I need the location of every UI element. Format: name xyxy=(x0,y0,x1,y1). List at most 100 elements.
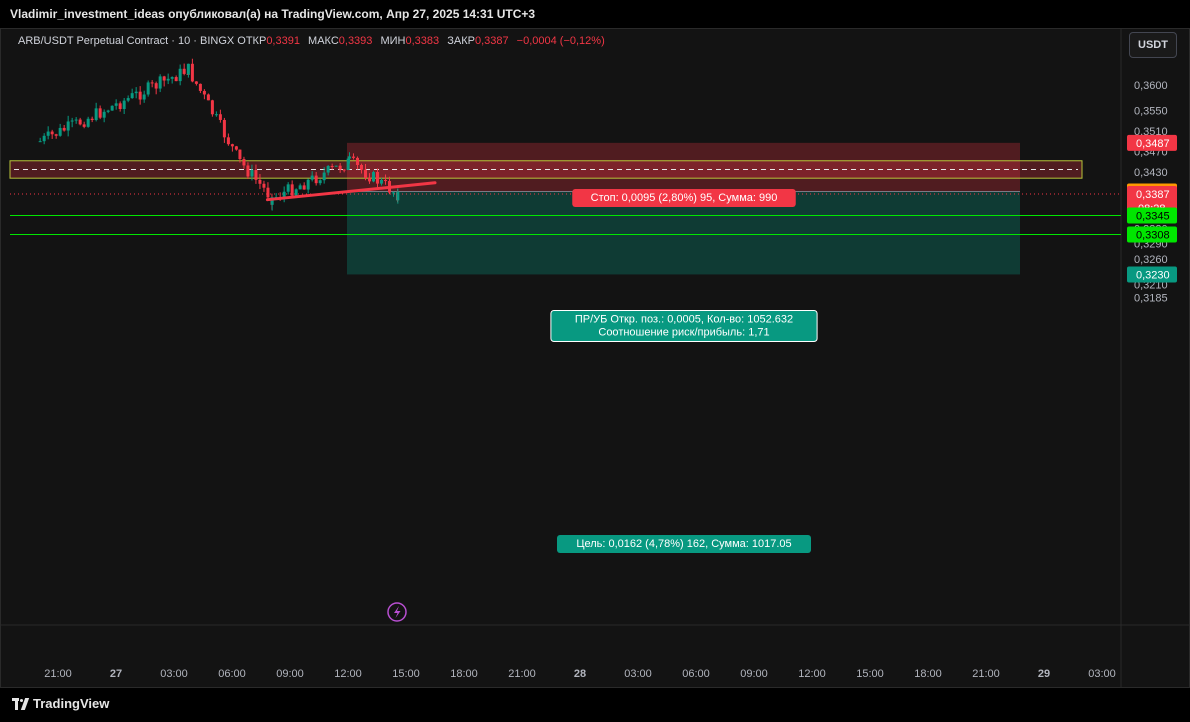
x-tick-label: 12:00 xyxy=(798,668,826,680)
candle-body xyxy=(242,159,246,166)
open-value: 0,3391 xyxy=(266,35,300,47)
x-tick-label: 09:00 xyxy=(276,668,304,680)
position-info-label-text: Соотношение риск/прибыль: 1,71 xyxy=(598,327,769,339)
candle-body xyxy=(86,118,90,127)
candle-body xyxy=(170,77,174,79)
candle-body xyxy=(364,169,367,178)
candle-body xyxy=(234,146,238,150)
candle-body xyxy=(46,131,50,136)
candle-body xyxy=(78,119,82,125)
candle-body xyxy=(348,156,351,159)
candle-body xyxy=(246,165,250,177)
candle-body xyxy=(130,93,134,99)
stop-zone xyxy=(347,142,1020,192)
high-value: 0,3393 xyxy=(338,35,373,47)
open-label: ОТКР xyxy=(237,35,267,47)
candle-body xyxy=(380,180,383,184)
candle-body xyxy=(182,68,186,74)
candle-body xyxy=(174,77,178,82)
candle-body xyxy=(262,183,266,188)
candle-body xyxy=(74,119,78,121)
candle-body xyxy=(198,83,202,91)
candle-body xyxy=(396,191,400,201)
x-tick-label: 03:00 xyxy=(624,668,652,680)
price-badge xyxy=(1127,226,1177,243)
candle-body xyxy=(352,156,355,158)
y-tick-label: 0,3210 xyxy=(1134,280,1168,292)
candle-body xyxy=(282,191,286,198)
candle-body xyxy=(270,197,274,205)
candle-body xyxy=(342,169,346,171)
price-badge xyxy=(1127,134,1177,151)
candle-body xyxy=(94,108,98,120)
candle-body xyxy=(150,82,154,84)
candle-body xyxy=(166,78,170,81)
candle-body xyxy=(302,185,306,190)
footer-bar xyxy=(0,688,1190,722)
support-trendline xyxy=(265,181,437,202)
x-tick-label: 06:00 xyxy=(218,668,246,680)
x-tick-label: 15:00 xyxy=(856,668,884,680)
candle-body xyxy=(58,127,62,136)
candle-body xyxy=(368,177,371,182)
candle-body xyxy=(334,165,338,167)
candle-body xyxy=(294,189,298,196)
x-tick-label: 18:00 xyxy=(914,668,942,680)
price-badge xyxy=(1127,207,1177,224)
currency-button[interactable]: USDT xyxy=(1129,32,1177,58)
candle-body xyxy=(298,185,302,190)
candle-body xyxy=(230,144,234,147)
candle-body xyxy=(126,98,130,101)
y-tick-label: 0,3550 xyxy=(1134,106,1168,118)
change-value: −0,0004 (−0,12%) xyxy=(516,35,605,47)
candle-body xyxy=(238,149,242,160)
candle-body xyxy=(314,175,318,184)
candle-body xyxy=(38,141,42,143)
x-tick-label: 21:00 xyxy=(508,668,536,680)
candle-body xyxy=(206,94,210,101)
position-info-label-box xyxy=(550,310,818,342)
tradingview-logo[interactable]: TradingView xyxy=(12,696,109,711)
publisher-bar: Vladimir_investment_ideas опубликовал(а)… xyxy=(0,0,1190,28)
candle-body xyxy=(82,124,86,127)
tradingview-mark-icon xyxy=(12,697,30,710)
candle-body xyxy=(330,166,334,168)
candle-body xyxy=(306,179,310,190)
candle-body xyxy=(158,76,162,89)
candle-body xyxy=(322,172,326,181)
candle-body xyxy=(226,137,230,145)
candle-body xyxy=(360,164,363,170)
x-tick-label: 15:00 xyxy=(392,668,420,680)
close-value: 0,3387 xyxy=(474,35,509,47)
high-label: МАКС xyxy=(308,35,339,47)
price-badge xyxy=(1127,186,1177,215)
candle-body xyxy=(318,180,322,184)
candle-body xyxy=(286,184,290,192)
candle-body xyxy=(338,165,342,170)
candle-body xyxy=(392,192,395,194)
candle-body xyxy=(194,81,198,84)
candle-body xyxy=(290,184,294,196)
position-info-label-text: ПР/УБ Откр. поз.: 0,0005, Кол-во: 1052.6… xyxy=(575,314,793,326)
candle-body xyxy=(210,100,214,115)
x-tick-label: 12:00 xyxy=(334,668,362,680)
x-tick-label: 29 xyxy=(1038,668,1050,680)
x-tick-label: 03:00 xyxy=(1088,668,1116,680)
candle-body xyxy=(102,111,106,118)
candle-body xyxy=(310,175,314,180)
candle-body xyxy=(54,134,58,136)
candle-body xyxy=(384,180,387,182)
candle-body xyxy=(146,82,150,95)
y-tick-label: 0,3430 xyxy=(1134,167,1168,179)
price-badge-text: 0,3345 xyxy=(1136,211,1170,223)
candle-body xyxy=(90,118,94,120)
target-label-text: Цель: 0,0162 (4,78%) 162, Сумма: 1017.05 xyxy=(576,538,791,550)
candle-body xyxy=(372,172,375,182)
candle-body xyxy=(218,114,222,120)
x-tick-label: 09:00 xyxy=(740,668,768,680)
candle-body xyxy=(202,90,206,95)
price-chart[interactable]: 0,36000,35500,35100,34700,34300,33500,33… xyxy=(0,0,1190,690)
candle-body xyxy=(250,170,254,177)
x-tick-label: 06:00 xyxy=(682,668,710,680)
candle-body xyxy=(62,127,66,131)
